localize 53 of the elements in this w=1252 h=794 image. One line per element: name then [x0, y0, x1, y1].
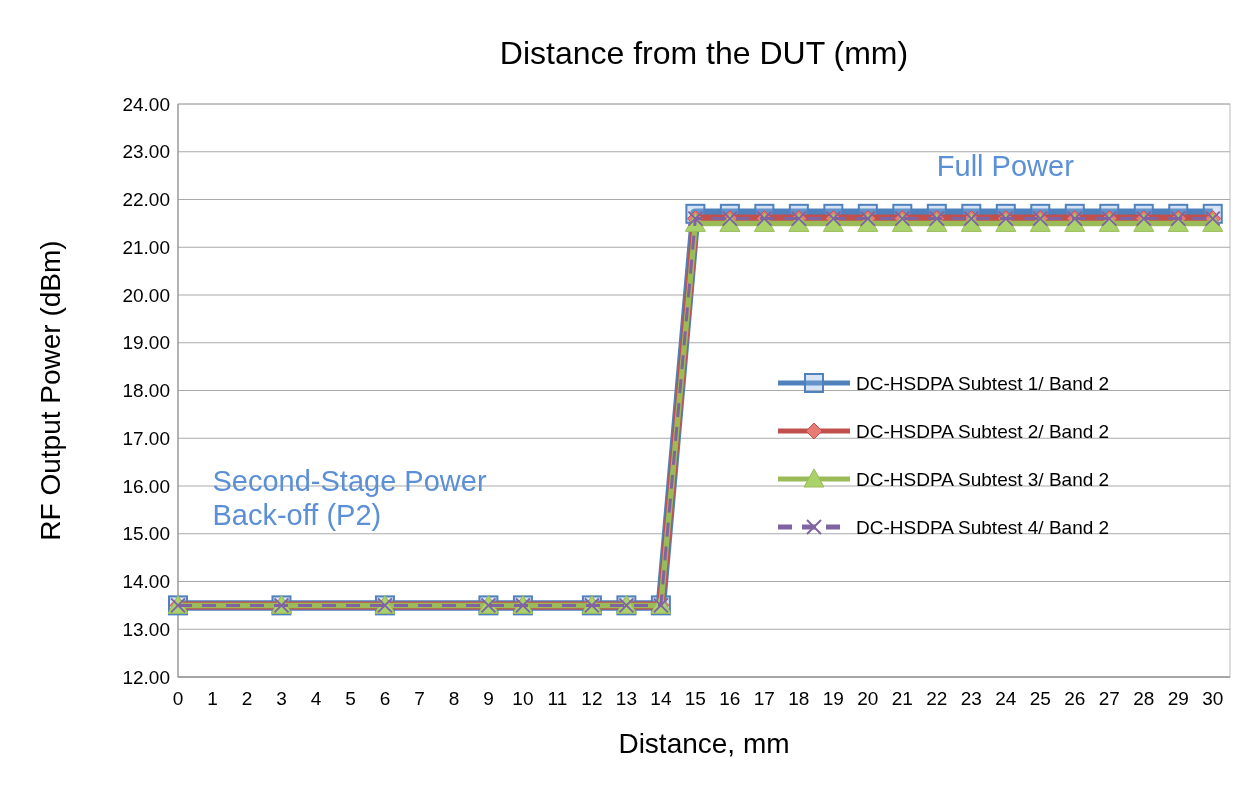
y-tick-label: 24.00 [122, 93, 170, 115]
x-tick-label: 14 [650, 688, 672, 709]
x-tick-label: 3 [276, 688, 287, 709]
x-tick-label: 12 [581, 688, 603, 709]
x-tick-label: 2 [241, 688, 253, 709]
x-tick-label: 11 [547, 688, 568, 709]
chart-title: Distance from the DUT (mm) [499, 35, 909, 71]
x-tick-label: 9 [483, 688, 494, 709]
x-tick-label: 25 [1029, 688, 1051, 709]
x-tick-label: 20 [857, 688, 879, 709]
y-tick-label: 15.00 [122, 523, 170, 545]
x-tick-label: 19 [822, 688, 844, 709]
y-tick-label: 20.00 [122, 284, 170, 306]
x-tick-label: 7 [414, 688, 425, 709]
annotation: Full Power [936, 149, 1075, 182]
x-tick-label: 1 [207, 688, 218, 709]
y-tick-label: 14.00 [122, 571, 170, 593]
x-tick-label: 13 [615, 688, 637, 709]
x-tick-label: 21 [891, 688, 913, 709]
x-tick-label: 17 [753, 688, 775, 709]
x-tick-label: 4 [310, 688, 322, 709]
annotation: Second-Stage Power Back-off (P2) [212, 464, 487, 531]
x-tick-label: 6 [379, 688, 391, 709]
x-tick-label: 0 [172, 688, 184, 709]
x-tick-label: 28 [1133, 688, 1155, 709]
y-tick-label: 13.00 [122, 618, 170, 640]
x-tick-label: 10 [512, 688, 534, 709]
y-tick-label: 12.00 [122, 666, 170, 688]
y-tick-label: 17.00 [122, 427, 170, 449]
x-tick-label: 29 [1167, 688, 1189, 709]
x-tick-label: 5 [345, 688, 356, 709]
x-tick-label: 26 [1064, 688, 1086, 709]
y-tick-label: 18.00 [122, 380, 170, 402]
legend-label: DC-HSDPA Subtest 2/ Band 2 [856, 420, 1110, 442]
y-tick-label: 22.00 [122, 189, 170, 211]
y-axis-title: RF Output Power (dBm) [35, 240, 66, 541]
y-tick-label: 16.00 [122, 475, 170, 497]
y-tick-label: 23.00 [122, 141, 170, 163]
x-tick-label: 8 [448, 688, 460, 709]
x-tick-label: 18 [788, 688, 810, 709]
x-tick-label: 30 [1202, 688, 1224, 709]
y-tick-label: 21.00 [122, 236, 170, 258]
legend-label: DC-HSDPA Subtest 4/ Band 2 [856, 516, 1110, 538]
x-tick-label: 22 [926, 688, 948, 709]
y-tick-label: 19.00 [122, 332, 170, 354]
legend-label: DC-HSDPA Subtest 1/ Band 2 [856, 372, 1110, 394]
x-tick-label: 27 [1098, 688, 1120, 709]
x-tick-label: 24 [995, 688, 1017, 709]
x-tick-label: 23 [960, 688, 982, 709]
legend-label: DC-HSDPA Subtest 3/ Band 2 [856, 468, 1110, 490]
x-tick-label: 15 [684, 688, 706, 709]
x-axis-title: Distance, mm [618, 728, 790, 759]
x-tick-label: 16 [719, 688, 741, 709]
